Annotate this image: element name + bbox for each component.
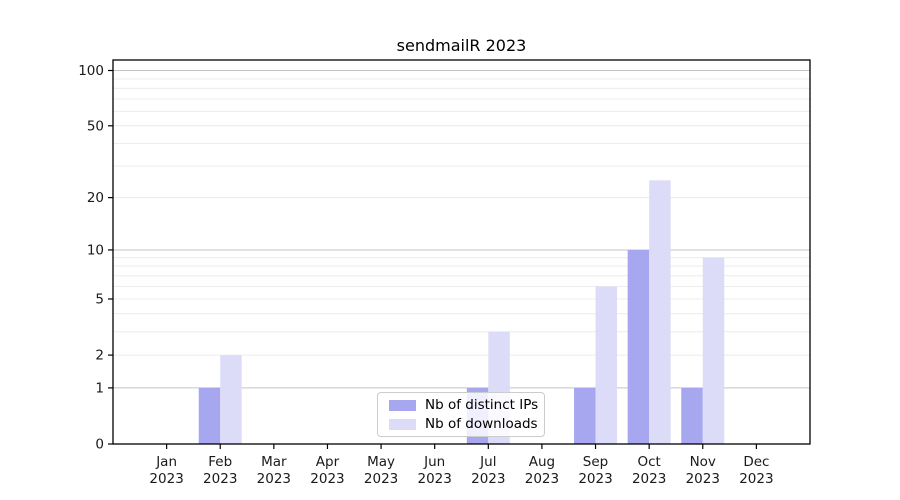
legend-swatch-downloads: [389, 418, 416, 430]
x-tick-label: Feb 2023: [203, 454, 237, 487]
legend-swatch-distinct-ips: [389, 399, 416, 411]
x-tick-label: Jun 2023: [418, 454, 452, 487]
x-tick-label: Jul 2023: [471, 454, 505, 487]
x-tick-label: Nov 2023: [686, 454, 720, 487]
legend-label-downloads: Nb of downloads: [425, 416, 538, 432]
y-tick-label: 2: [95, 348, 104, 364]
y-tick-label: 20: [87, 190, 104, 206]
x-tick-label: Mar 2023: [257, 454, 291, 487]
y-tick-label: 50: [87, 118, 104, 134]
bar-downloads: [649, 180, 671, 444]
x-tick-label: Dec 2023: [739, 454, 773, 487]
bar-distinct-ips: [198, 387, 221, 444]
y-tick-label: 100: [78, 63, 104, 79]
y-tick-label: 1: [95, 381, 104, 397]
bar-downloads: [702, 257, 725, 444]
bar-distinct-ips: [627, 249, 650, 444]
bar-distinct-ips: [574, 387, 596, 444]
y-tick-label: 0: [95, 437, 104, 453]
legend-item-downloads: Nb of downloads: [389, 416, 544, 432]
x-tick-label: Sep 2023: [578, 454, 612, 487]
x-tick-label: May 2023: [364, 454, 398, 487]
plot-border: [112, 59, 811, 445]
chart-title: sendmailR 2023: [396, 36, 527, 55]
legend-label-distinct-ips: Nb of distinct IPs: [425, 397, 539, 413]
bar-downloads: [595, 286, 618, 444]
bar-downloads: [220, 355, 242, 444]
y-tick-label: 5: [95, 292, 104, 308]
x-tick-label: Apr 2023: [310, 454, 344, 487]
bar-distinct-ips: [681, 387, 703, 444]
legend-item-distinct-ips: Nb of distinct IPs: [389, 397, 544, 413]
x-tick-label: Oct 2023: [632, 454, 666, 487]
x-tick-label: Jan 2023: [149, 454, 183, 487]
x-tick-label: Aug 2023: [525, 454, 559, 487]
legend: Nb of distinct IPs Nb of downloads: [377, 392, 545, 437]
y-tick-label: 10: [87, 243, 104, 259]
